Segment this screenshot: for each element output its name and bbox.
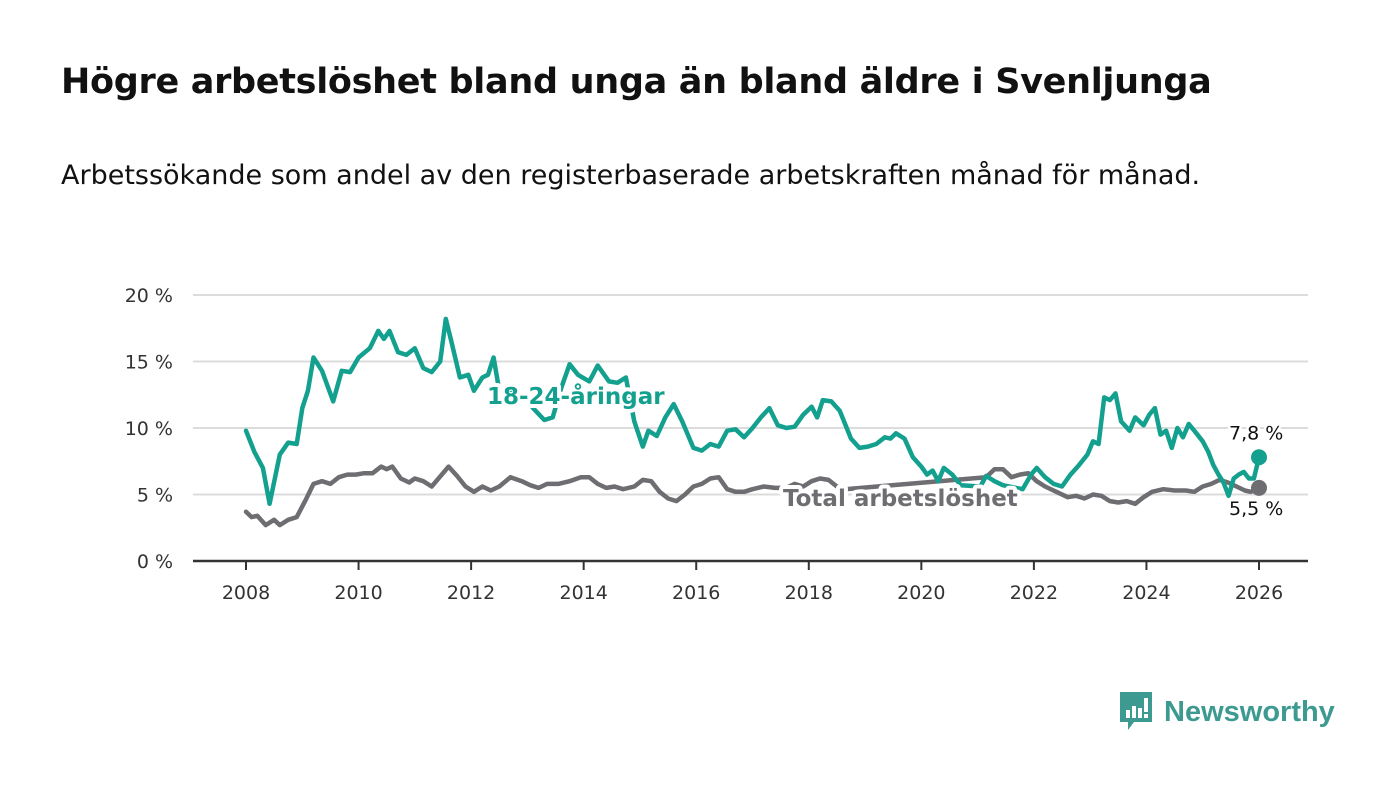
gridlines — [193, 294, 1308, 496]
x-tick-label: 2018 — [785, 582, 833, 604]
x-tick-label: 2016 — [672, 582, 720, 604]
y-tick-label: 0 % — [137, 551, 173, 573]
series-line-total — [243, 464, 1262, 528]
x-tick-label: 2024 — [1122, 582, 1170, 604]
end-marker-18-24 — [1251, 449, 1267, 466]
x-tick-label: 2008 — [222, 582, 270, 604]
chart-subtitle: Arbetssökande som andel av den registerb… — [61, 160, 1201, 191]
x-tick-label: 2020 — [897, 582, 945, 604]
newsworthy-logo: Newsworthy — [1118, 690, 1335, 734]
x-tick-label: 2014 — [559, 582, 607, 604]
chart-title: Högre arbetslöshet bland unga än bland ä… — [61, 62, 1212, 102]
series-label-total: Total arbetslöshet — [783, 486, 1018, 512]
series-label-18-24: 18-24-åringar — [487, 383, 665, 410]
series-lines — [243, 316, 1262, 528]
y-tick-label: 20 % — [125, 285, 173, 307]
end-label-total: 5,5 % — [1229, 498, 1283, 520]
series-line-18-24-tail — [1206, 449, 1262, 499]
series-line-18-24 — [243, 316, 1211, 507]
series-labels: 18-24-åringar Total arbetslöshet 7,8 % 5,5 … — [483, 379, 1286, 522]
x-tick-label: 2022 — [1010, 582, 1058, 604]
end-marker-total — [1251, 479, 1267, 496]
x-tick-label: 2026 — [1235, 582, 1283, 604]
newsworthy-logo-icon — [1120, 692, 1152, 730]
y-axis: 0 % 5 % 10 % 15 % 20 % — [125, 285, 173, 573]
y-tick-label: 15 % — [125, 352, 173, 374]
x-tick-label: 2012 — [447, 582, 495, 604]
x-tick-label: 2010 — [334, 582, 382, 604]
y-tick-label: 10 % — [125, 418, 173, 440]
y-tick-label: 5 % — [137, 485, 173, 507]
logo-text: Newsworthy — [1164, 695, 1335, 728]
x-axis: 2008 2010 2012 2014 2016 2018 2020 2022 2024 2026 — [193, 559, 1308, 604]
end-label-18-24: 7,8 % — [1229, 422, 1283, 444]
